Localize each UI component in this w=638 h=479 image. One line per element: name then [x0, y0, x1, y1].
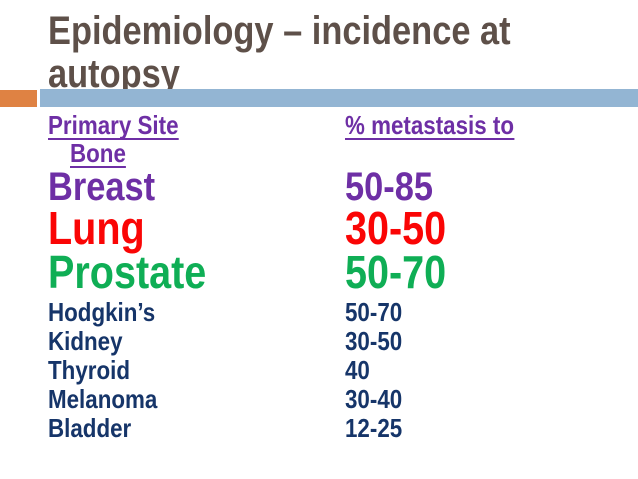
value-cell: 50-85	[345, 165, 620, 209]
site-cell: Thyroid	[48, 356, 345, 385]
slide-title: Epidemiology – incidence at autopsy	[48, 10, 586, 96]
site-label: Kidney	[48, 326, 123, 356]
slide-title-line2: autopsy	[48, 52, 180, 96]
table-row: Bladder 12-25	[48, 414, 620, 443]
column-header-value-wrap: Bone	[70, 138, 126, 168]
value-label: 50-85	[345, 165, 433, 209]
table-row: Breast 50-85	[48, 165, 620, 209]
column-header-site-cell: Primary Site	[48, 112, 345, 140]
site-cell: Lung	[48, 202, 345, 254]
value-label: 40	[345, 355, 370, 385]
site-label: Prostate	[48, 246, 207, 298]
value-cell: 30-40	[345, 385, 620, 414]
value-cell: 40	[345, 356, 620, 385]
value-cell: 12-25	[345, 414, 620, 443]
column-header-site: Primary Site	[48, 110, 179, 140]
site-cell: Kidney	[48, 327, 345, 356]
table-row: Thyroid 40	[48, 356, 620, 385]
table-row: Prostate 50-70	[48, 246, 620, 298]
value-label: 30-50	[345, 202, 447, 254]
value-cell: 50-70	[345, 298, 620, 327]
table-row: Kidney 30-50	[48, 327, 620, 356]
table-row: Melanoma 30-40	[48, 385, 620, 414]
site-cell: Hodgkin’s	[48, 298, 345, 327]
value-label: 30-50	[345, 326, 403, 356]
value-label: 30-40	[345, 384, 403, 414]
column-header-value-cell: % metastasis to	[345, 112, 620, 140]
site-cell: Bladder	[48, 414, 345, 443]
table-header-wrap-row: Bone	[48, 140, 620, 168]
metastasis-table: Primary Site % metastasis to Bone Breast…	[48, 112, 620, 443]
column-header-value: % metastasis to	[345, 110, 515, 140]
value-label: 50-70	[345, 297, 403, 327]
value-cell: 30-50	[345, 202, 620, 254]
site-label: Hodgkin’s	[48, 297, 156, 327]
value-cell: 30-50	[345, 327, 620, 356]
site-label: Lung	[48, 202, 145, 254]
site-label: Melanoma	[48, 384, 158, 414]
site-cell: Prostate	[48, 246, 345, 298]
table-row: Hodgkin’s 50-70	[48, 298, 620, 327]
site-cell: Breast	[48, 165, 345, 209]
slide-title-line1: Epidemiology – incidence at	[48, 9, 511, 53]
site-label: Breast	[48, 165, 156, 209]
value-label: 12-25	[345, 413, 403, 443]
site-label: Thyroid	[48, 355, 130, 385]
value-label: 50-70	[345, 246, 447, 298]
value-cell: 50-70	[345, 246, 620, 298]
table-header-row: Primary Site % metastasis to	[48, 112, 620, 140]
table-row: Lung 30-50	[48, 202, 620, 254]
title-divider-bar	[40, 89, 638, 107]
site-label: Bladder	[48, 413, 132, 443]
site-cell: Melanoma	[48, 385, 345, 414]
accent-orange-block	[0, 90, 37, 107]
column-header-value-wrap-cell: Bone	[48, 140, 345, 168]
